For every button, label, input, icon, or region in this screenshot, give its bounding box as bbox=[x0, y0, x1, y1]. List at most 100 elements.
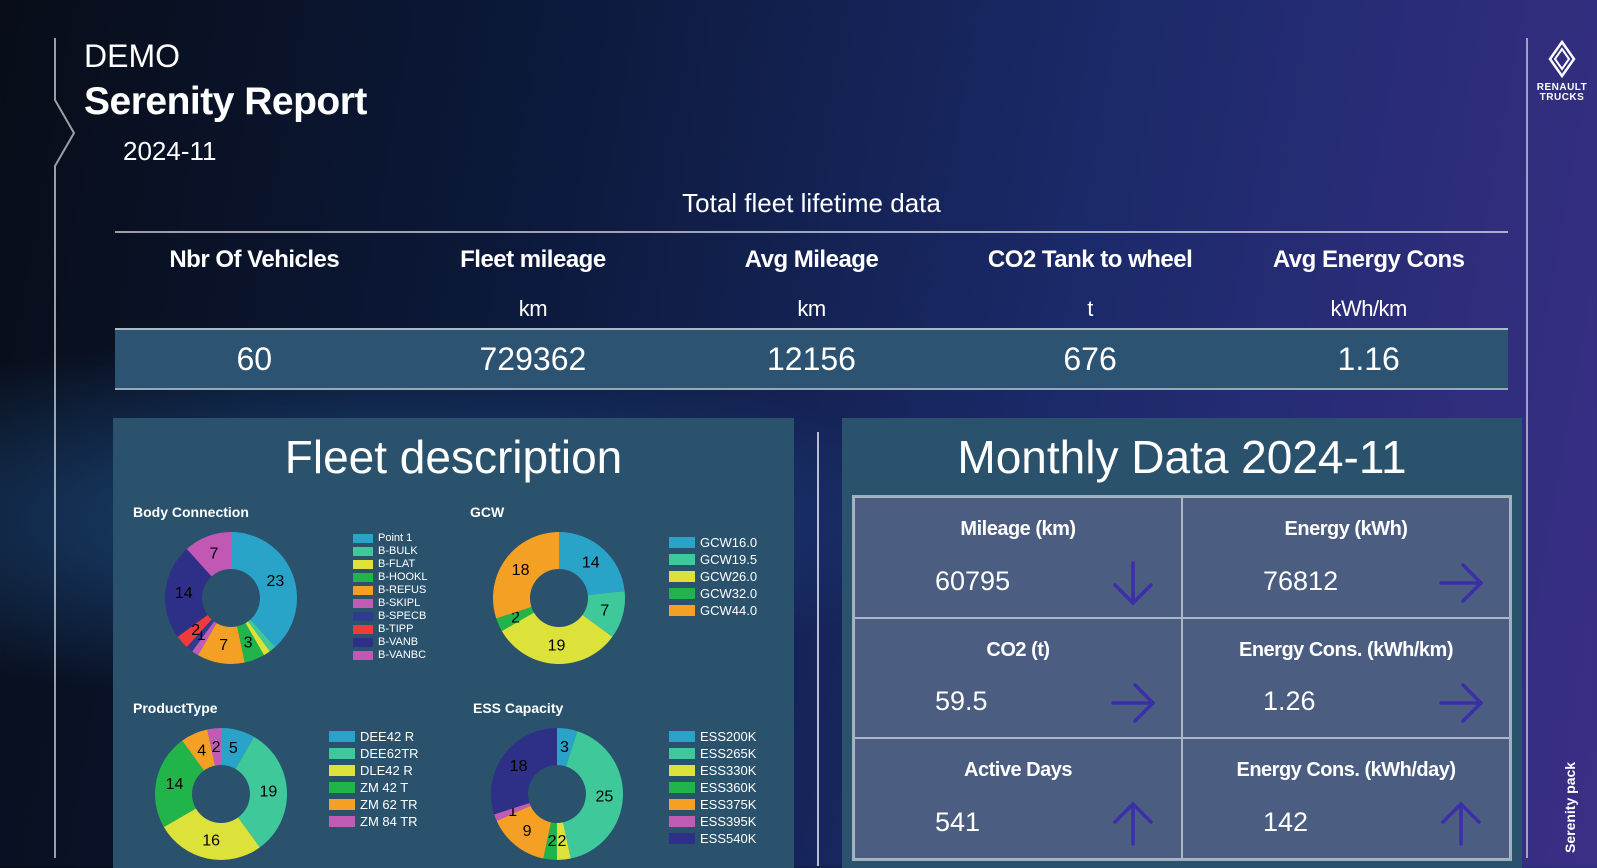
legend-swatch bbox=[669, 782, 695, 793]
kpi-value: 1.26 bbox=[1263, 686, 1316, 717]
legend-swatch bbox=[669, 571, 695, 582]
legend-swatch bbox=[329, 765, 355, 776]
slice-label: 18 bbox=[512, 562, 530, 579]
brand-logo: RENAULT TRUCKS bbox=[1530, 39, 1594, 103]
legend-item: ESS360K bbox=[669, 779, 756, 796]
legend-item: ESS375K bbox=[669, 796, 756, 813]
legend-item: ZM 62 TR bbox=[329, 796, 419, 813]
legend-label: ESS330K bbox=[700, 763, 757, 778]
legend-item: ESS540K bbox=[669, 830, 756, 847]
donut-slice bbox=[543, 822, 557, 860]
legend-item: B-TIPP bbox=[353, 623, 428, 636]
slice-label: 7 bbox=[219, 637, 228, 654]
slice-label: 2 bbox=[191, 622, 200, 639]
lifetime-col-label: Nbr Of Vehicles bbox=[169, 246, 340, 273]
donut-slice bbox=[165, 548, 212, 637]
legend-item: GCW26.0 bbox=[669, 568, 757, 585]
lifetime-col: CO2 Tank to wheel t bbox=[951, 246, 1230, 322]
slice-label: 1 bbox=[508, 803, 517, 820]
lifetime-value: 676 bbox=[1063, 340, 1117, 377]
arrow-up-icon bbox=[1441, 801, 1481, 846]
lifetime-value: 729362 bbox=[479, 340, 587, 377]
legend-item: B-VANB bbox=[353, 636, 428, 649]
legend-label: ESS200K bbox=[700, 729, 757, 744]
donut-slice bbox=[496, 805, 551, 859]
lifetime-col: Avg Mileage km bbox=[672, 246, 951, 322]
chart-title: ProductType bbox=[133, 700, 218, 716]
product-type-legend: DEE42 R DEE62TR DLE42 R ZM 42 T ZM 62 TR ZM 8… bbox=[329, 728, 419, 830]
lifetime-col-label: Avg Mileage bbox=[744, 246, 879, 273]
lifetime-col-label: Fleet mileage bbox=[460, 246, 606, 273]
legend-swatch bbox=[353, 560, 373, 569]
legend-swatch bbox=[669, 765, 695, 776]
legend-item: B-SKIPL bbox=[353, 597, 428, 610]
kpi-energy-cons-km: Energy Cons. (kWh/km) 1.26 bbox=[1182, 617, 1510, 739]
donut-slice bbox=[177, 615, 212, 648]
legend-item: ESS395K bbox=[669, 813, 756, 830]
legend-item: GCW32.0 bbox=[669, 585, 757, 602]
legend-item: B-HOOKL bbox=[353, 571, 428, 584]
legend-swatch bbox=[353, 586, 373, 595]
legend-swatch bbox=[669, 554, 695, 565]
legend-swatch bbox=[353, 638, 373, 647]
legend-swatch bbox=[669, 537, 695, 548]
donut-slice bbox=[237, 623, 264, 663]
slice-label: 25 bbox=[596, 788, 614, 805]
legend-item: B-BULK bbox=[353, 545, 428, 558]
kpi-active-days: Active Days 541 bbox=[854, 738, 1182, 859]
kpi-energy: Energy (kWh) 76812 bbox=[1182, 497, 1510, 618]
legend-swatch bbox=[353, 625, 373, 634]
lifetime-title: Total fleet lifetime data bbox=[682, 188, 941, 218]
lifetime-col-unit: km bbox=[797, 296, 826, 321]
report-period: 2024-11 bbox=[123, 136, 217, 166]
legend-label: Point 1 bbox=[378, 532, 413, 544]
kpi-value: 59.5 bbox=[935, 686, 988, 717]
slice-label: 19 bbox=[260, 784, 278, 801]
kpi-co2: CO2 (t) 59.5 bbox=[854, 617, 1182, 739]
legend-item: B-VANBC bbox=[353, 649, 428, 662]
legend-item: B-SPECB bbox=[353, 610, 428, 623]
donut-slice bbox=[221, 728, 254, 769]
legend-swatch bbox=[329, 731, 355, 742]
kpi-value: 60795 bbox=[935, 565, 1011, 596]
slice-label: 4 bbox=[197, 743, 206, 760]
demo-label: DEMO bbox=[84, 38, 180, 74]
slice-label: 14 bbox=[582, 555, 600, 572]
donut-slice bbox=[198, 623, 245, 664]
monthly-kpi-grid: Mileage (km) 60795 Energy (kWh) 76812 CO… bbox=[852, 495, 1512, 861]
lifetime-col-label: CO2 Tank to wheel bbox=[987, 246, 1193, 273]
legend-label: ESS265K bbox=[700, 746, 757, 761]
legend-swatch bbox=[329, 782, 355, 793]
donut-slice bbox=[245, 621, 270, 656]
arrow-right-icon bbox=[1439, 562, 1484, 603]
legend-label: B-SKIPL bbox=[378, 597, 421, 609]
kpi-label: Mileage (km) bbox=[960, 518, 1076, 540]
slice-label: 3 bbox=[244, 634, 253, 651]
left-frame-line bbox=[54, 38, 76, 858]
lifetime-value: 1.16 bbox=[1337, 340, 1400, 377]
lifetime-divider bbox=[115, 231, 1508, 233]
legend-label: GCW16.0 bbox=[700, 535, 758, 550]
legend-swatch bbox=[669, 816, 695, 827]
legend-label: GCW32.0 bbox=[700, 586, 758, 601]
slice-label: 9 bbox=[523, 823, 532, 840]
donut-slice bbox=[494, 802, 531, 821]
legend-swatch bbox=[669, 799, 695, 810]
donut-slice bbox=[491, 728, 557, 815]
legend-label: ESS375K bbox=[700, 797, 757, 812]
slice-label: 14 bbox=[175, 585, 193, 602]
legend-label: B-REFUS bbox=[378, 584, 427, 596]
slice-label: 7 bbox=[210, 546, 219, 563]
legend-swatch bbox=[329, 816, 355, 827]
lifetime-value: 60 bbox=[236, 340, 273, 377]
legend-swatch bbox=[669, 588, 695, 599]
donut-slice bbox=[493, 532, 559, 619]
serenity-pack-label: Serenity pack bbox=[1562, 761, 1578, 853]
legend-swatch bbox=[353, 547, 373, 556]
legend-swatch bbox=[329, 799, 355, 810]
renault-diamond-icon bbox=[1548, 39, 1576, 79]
donut-slice bbox=[582, 591, 625, 637]
legend-swatch bbox=[669, 833, 695, 844]
kpi-mileage: Mileage (km) 60795 bbox=[854, 497, 1182, 618]
lifetime-col: Avg Energy Cons kWh/km bbox=[1229, 246, 1508, 322]
